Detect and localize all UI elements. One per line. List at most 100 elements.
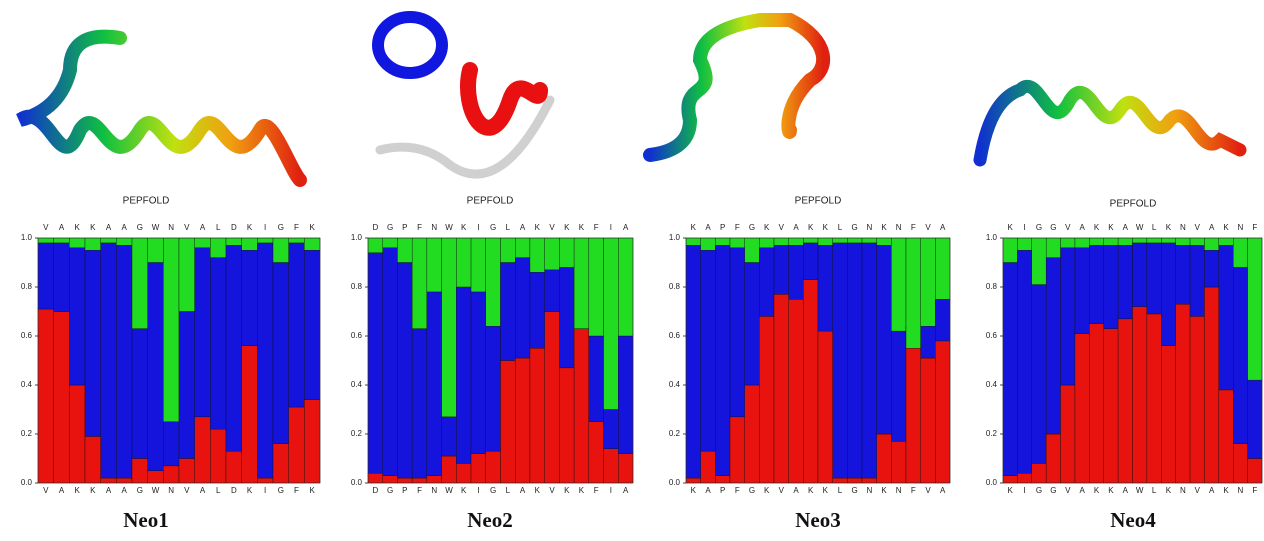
bar-segment — [383, 476, 398, 483]
x-tick-label: A — [940, 223, 946, 232]
x-tick-label: A — [121, 223, 127, 232]
bar-segment — [574, 238, 589, 329]
x-tick-label: A — [121, 486, 127, 495]
bar-segment — [545, 238, 560, 270]
x-tick-label: A — [940, 486, 946, 495]
x-tick-label: K — [564, 223, 570, 232]
x-tick-label: V — [1195, 486, 1201, 495]
x-tick-label: V — [1195, 223, 1201, 232]
bar-segment — [1233, 444, 1247, 483]
x-tick-label: G — [1050, 486, 1056, 495]
bar-segment — [618, 454, 633, 483]
bar-segment — [486, 238, 501, 326]
bar-segment — [210, 238, 226, 258]
bar-segment — [559, 267, 574, 367]
y-tick-label: 0.6 — [21, 331, 33, 340]
y-tick-label: 0.2 — [669, 429, 681, 438]
x-tick-label: K — [1094, 486, 1100, 495]
x-tick-label: G — [490, 223, 496, 232]
bar-segment — [862, 238, 877, 243]
x-tick-label: I — [610, 223, 612, 232]
x-tick-label: P — [720, 486, 725, 495]
x-tick-label: A — [1123, 223, 1129, 232]
x-tick-label: D — [372, 486, 378, 495]
bar-segment — [471, 292, 486, 454]
x-tick-label: K — [90, 486, 96, 495]
x-tick-label: A — [623, 223, 629, 232]
bar-segment — [715, 476, 730, 483]
x-tick-label: P — [402, 223, 407, 232]
bar-segment — [1046, 434, 1060, 483]
x-tick-label: V — [925, 486, 931, 495]
bar-segment — [1075, 334, 1089, 483]
bar-segment — [730, 417, 745, 483]
bar-segment — [789, 299, 804, 483]
bar-segment — [38, 309, 54, 483]
y-tick-label: 0.8 — [669, 282, 681, 291]
bar-segment — [833, 238, 848, 243]
x-tick-label: K — [74, 486, 80, 495]
bar-segment — [195, 238, 211, 248]
bar-segment — [501, 238, 516, 263]
bar-segment — [397, 263, 412, 479]
bar-segment — [1204, 250, 1218, 287]
bar-segment — [1003, 476, 1017, 483]
bar-segment — [163, 466, 179, 483]
bar-segment — [289, 407, 305, 483]
x-tick-label: G — [1036, 486, 1042, 495]
bar-segment — [116, 238, 132, 245]
bar-segment — [515, 238, 530, 258]
x-tick-label: K — [90, 223, 96, 232]
bar-segment — [132, 329, 148, 459]
bar-segment — [383, 238, 398, 248]
x-tick-label: W — [152, 223, 160, 232]
bar-segment — [1204, 238, 1218, 250]
bar-segment — [1176, 238, 1190, 245]
y-tick-label: 0.6 — [351, 331, 363, 340]
x-tick-label: I — [1023, 223, 1025, 232]
bar-segment — [486, 326, 501, 451]
bar-segment — [515, 258, 530, 358]
bar-segment — [257, 478, 273, 483]
x-tick-label: G — [387, 486, 393, 495]
y-tick-label: 1.0 — [986, 233, 998, 242]
bar-segment — [530, 348, 545, 483]
bar-segment — [574, 326, 589, 483]
bar-segment — [1133, 238, 1147, 243]
bar-segment — [101, 238, 117, 243]
x-tick-label: D — [231, 223, 237, 232]
y-tick-label: 0.2 — [986, 429, 998, 438]
bar-segment — [803, 243, 818, 280]
bar-segment — [604, 410, 619, 449]
y-tick-label: 0.0 — [351, 478, 363, 487]
bar-segment — [921, 326, 936, 358]
bar-segment — [273, 263, 289, 444]
bar-segment — [1104, 238, 1118, 245]
x-tick-label: I — [477, 486, 479, 495]
bar-segment — [210, 258, 226, 430]
bar-segment — [604, 449, 619, 483]
caption: Neo2 — [467, 508, 513, 532]
bar-segment — [304, 400, 320, 483]
caption: Neo1 — [123, 508, 169, 532]
bar-segment — [1104, 245, 1118, 328]
bar-segment — [1161, 243, 1175, 346]
bar-segment — [368, 473, 383, 483]
bar-segment — [759, 248, 774, 317]
bar-segment — [618, 336, 633, 454]
x-tick-label: F — [294, 486, 299, 495]
bar-segment — [833, 243, 848, 478]
bar-segment — [257, 238, 273, 243]
x-tick-label: L — [506, 223, 511, 232]
bar-segment — [1176, 304, 1190, 483]
x-tick-label: W — [152, 486, 160, 495]
bar-segment — [730, 238, 745, 248]
bar-segment — [715, 238, 730, 245]
caption: Neo3 — [795, 508, 841, 532]
x-tick-label: K — [1166, 486, 1172, 495]
bar-segment — [427, 238, 442, 292]
bar-segment — [132, 238, 148, 329]
bar-segment — [715, 245, 730, 475]
bar-segment — [1118, 319, 1132, 483]
y-tick-label: 0.6 — [986, 331, 998, 340]
